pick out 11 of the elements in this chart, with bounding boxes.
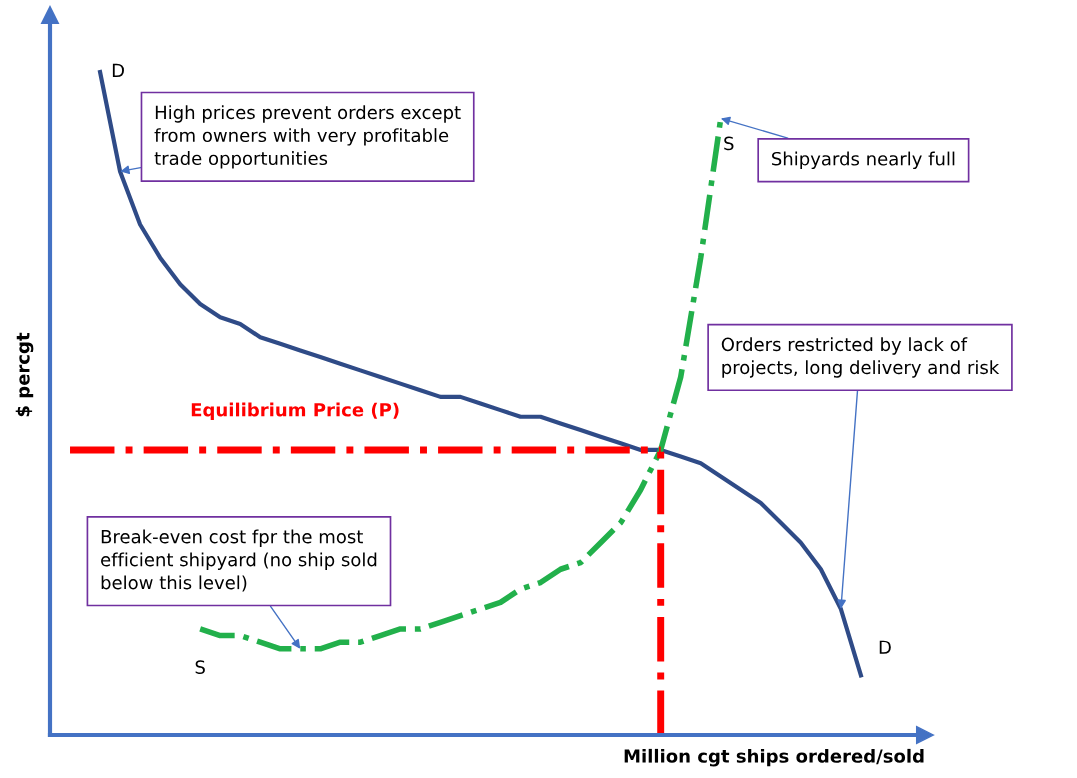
annotation: Break-even cost fpr the most efficient shipyard (no ship sold below this level) [101,529,377,592]
annotation: Shipyards nearly full [772,151,955,170]
annotation: High prices prevent orders except from owners with very profitable trade opportunities [154,105,461,169]
text: S [195,660,205,674]
annotation: Orders restricted by lack of projects, long delivery and risk [721,337,1000,378]
text: D [879,640,891,654]
x-axis-title: Million cgt ships ordered/sold [624,748,924,767]
y-axis-title: $ percgt [15,332,34,417]
series-label: S [724,136,734,151]
ref-line-label: Equilibrium Price (P) [191,402,399,421]
series-label: D [112,63,124,77]
